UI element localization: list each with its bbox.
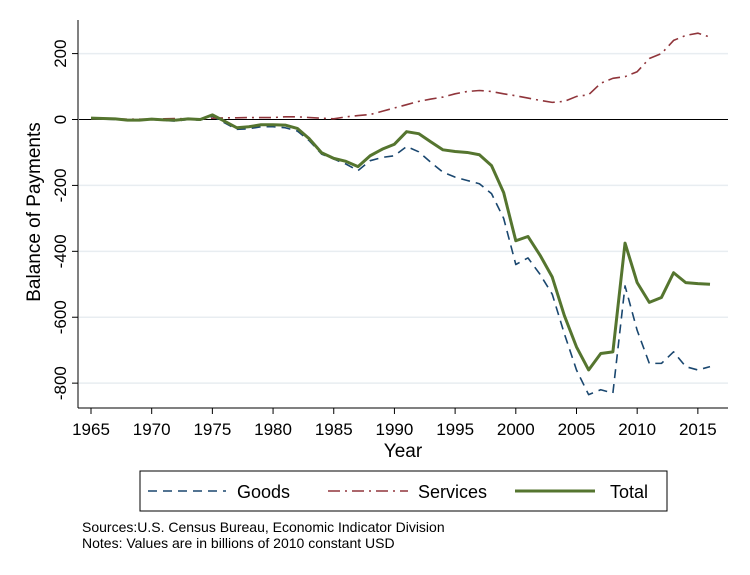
x-tick-label: 1985 <box>315 420 353 439</box>
series-line-total <box>90 113 711 372</box>
y-tick-label: -600 <box>51 300 70 334</box>
series-layer <box>90 32 711 396</box>
y-tick-label: -800 <box>51 366 70 400</box>
legend-label-goods: Goods <box>237 482 290 502</box>
y-axis-title: Balance of Payments <box>24 122 45 302</box>
sources-note: Sources:U.S. Census Bureau, Economic Ind… <box>82 519 445 535</box>
y-tick-label: 200 <box>51 39 70 67</box>
x-axis-title: Year <box>384 441 423 462</box>
y-axis-ticks: -800 -600 -400 -200 0 200 <box>51 39 78 400</box>
legend-label-services: Services <box>418 482 487 502</box>
x-tick-label: 2000 <box>497 420 535 439</box>
series-line-goods <box>90 115 711 396</box>
y-tick-label: 0 <box>51 115 70 124</box>
plot-area <box>77 20 728 409</box>
x-tick-label: 1975 <box>193 420 231 439</box>
legend: Goods Services Total <box>139 470 668 512</box>
gridlines <box>79 52 728 384</box>
x-tick-label: 1990 <box>376 420 414 439</box>
x-tick-label: 1995 <box>436 420 474 439</box>
x-tick-label: 2010 <box>618 420 656 439</box>
values-note: Notes: Values are in billions of 2010 co… <box>82 535 395 551</box>
legend-label-total: Total <box>610 482 648 502</box>
x-tick-label: 1970 <box>133 420 171 439</box>
series-line-services <box>91 32 711 120</box>
x-tick-label: 1980 <box>254 420 292 439</box>
x-tick-label: 2015 <box>679 420 717 439</box>
y-tick-label: -400 <box>51 234 70 268</box>
x-axis-ticks: 1965 1970 1975 1980 1985 1990 1995 2000 2005 2010… <box>72 408 717 439</box>
y-tick-label: -200 <box>51 168 70 202</box>
x-tick-label: 2005 <box>558 420 596 439</box>
x-tick-label: 1965 <box>72 420 110 439</box>
